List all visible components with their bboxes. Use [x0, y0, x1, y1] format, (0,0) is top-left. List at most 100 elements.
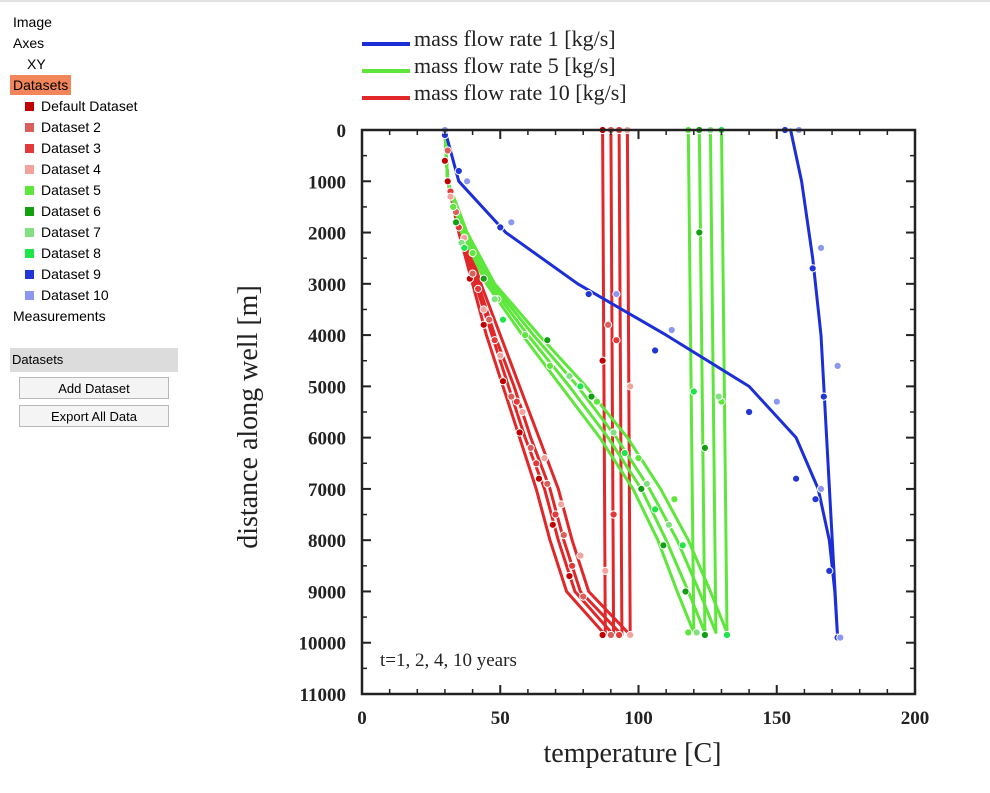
digitized-point-marker[interactable] — [468, 269, 477, 278]
digitized-point-marker[interactable] — [598, 630, 607, 640]
digitized-point-marker[interactable] — [808, 264, 817, 273]
digitized-point-marker[interactable] — [670, 495, 679, 504]
digitized-point-marker[interactable] — [485, 315, 494, 324]
digitized-point-marker[interactable] — [651, 505, 660, 514]
digitized-point-marker[interactable] — [626, 630, 635, 640]
digitized-point-marker[interactable] — [606, 630, 615, 640]
digitized-point-marker[interactable] — [490, 295, 499, 304]
digitized-point-marker[interactable] — [479, 305, 488, 314]
digitized-point-marker[interactable] — [612, 290, 621, 299]
digitized-point-marker[interactable] — [576, 551, 585, 560]
dataset-item[interactable]: Dataset 7 — [25, 222, 101, 242]
tree-item-image[interactable]: Image — [13, 12, 52, 32]
digitized-point-marker[interactable] — [451, 218, 461, 227]
digitized-point-marker[interactable] — [440, 156, 449, 165]
digitized-point-marker[interactable] — [479, 320, 488, 329]
digitized-point-marker[interactable] — [587, 392, 596, 401]
digitized-point-marker[interactable] — [620, 448, 629, 458]
digitized-point-marker[interactable] — [443, 177, 452, 186]
digitized-point-marker[interactable] — [664, 520, 673, 529]
digitized-point-marker[interactable] — [548, 520, 557, 529]
dataset-item[interactable]: Dataset 3 — [25, 138, 101, 158]
dataset-item[interactable]: Dataset 9 — [25, 264, 101, 284]
digitized-point-marker[interactable] — [816, 484, 826, 493]
digitized-point-marker[interactable] — [460, 243, 469, 252]
digitized-point-marker[interactable] — [507, 218, 516, 227]
digitized-point-marker[interactable] — [521, 331, 530, 340]
digitized-point-marker[interactable] — [601, 566, 610, 576]
digitized-point-marker[interactable] — [692, 628, 701, 637]
digitized-point-marker[interactable] — [526, 443, 535, 452]
digitized-point-marker[interactable] — [543, 336, 552, 345]
digitized-point-marker[interactable] — [474, 284, 483, 293]
digitized-point-marker[interactable] — [695, 228, 704, 237]
tree-item-measurements[interactable]: Measurements — [13, 306, 106, 326]
digitized-point-marker[interactable] — [496, 351, 505, 360]
digitized-point-marker[interactable] — [634, 454, 643, 463]
digitized-point-marker[interactable] — [479, 274, 488, 283]
digitized-point-marker[interactable] — [598, 356, 607, 365]
digitized-point-marker[interactable] — [642, 479, 651, 488]
digitized-point-marker[interactable] — [792, 474, 801, 483]
digitized-point-marker[interactable] — [772, 397, 781, 406]
digitized-point-marker[interactable] — [612, 336, 621, 345]
digitized-point-marker[interactable] — [700, 443, 709, 452]
digitized-point-marker[interactable] — [681, 587, 690, 596]
digitized-point-marker[interactable] — [592, 397, 602, 406]
digitized-point-marker[interactable] — [498, 377, 508, 386]
digitized-point-marker[interactable] — [836, 633, 845, 642]
digitized-point-marker[interactable] — [689, 387, 698, 396]
digitized-point-marker[interactable] — [512, 397, 521, 406]
dataset-item[interactable]: Dataset 2 — [25, 117, 101, 137]
digitized-point-marker[interactable] — [446, 192, 455, 201]
digitized-point-marker[interactable] — [532, 459, 541, 468]
digitized-point-marker[interactable] — [833, 361, 842, 370]
digitized-point-marker[interactable] — [565, 572, 574, 581]
digitized-point-marker[interactable] — [551, 510, 560, 519]
digitized-point-marker[interactable] — [584, 290, 593, 299]
tree-item-xy-axes[interactable]: XY — [27, 54, 46, 74]
digitized-point-marker[interactable] — [498, 315, 508, 324]
digitized-point-marker[interactable] — [615, 630, 624, 640]
digitized-point-marker[interactable] — [565, 372, 574, 381]
tree-item-datasets[interactable]: Datasets — [10, 75, 72, 95]
digitized-point-marker[interactable] — [545, 361, 555, 370]
digitized-point-marker[interactable] — [576, 382, 585, 391]
digitized-point-marker[interactable] — [468, 249, 477, 258]
digitized-point-marker[interactable] — [714, 392, 723, 401]
digitized-point-marker[interactable] — [626, 382, 635, 391]
digitized-point-marker[interactable] — [543, 479, 552, 488]
digitized-point-marker[interactable] — [609, 428, 618, 437]
dataset-item[interactable]: Dataset 8 — [25, 243, 101, 263]
digitized-point-marker[interactable] — [678, 541, 687, 550]
digitized-point-marker[interactable] — [449, 202, 458, 211]
digitized-point-marker[interactable] — [659, 541, 668, 550]
dataset-item[interactable]: Default Dataset — [25, 96, 138, 116]
digitized-point-marker[interactable] — [568, 561, 577, 570]
digitized-point-marker[interactable] — [651, 346, 660, 355]
digitized-point-marker[interactable] — [507, 392, 516, 401]
digitized-point-marker[interactable] — [534, 474, 544, 483]
digitized-point-marker[interactable] — [825, 566, 834, 576]
add-dataset-button[interactable]: Add Dataset — [19, 377, 169, 399]
digitized-point-marker[interactable] — [559, 531, 568, 540]
digitized-point-marker[interactable] — [811, 495, 820, 504]
digitized-point-marker[interactable] — [540, 454, 549, 463]
digitized-point-marker[interactable] — [609, 510, 618, 519]
digitized-point-marker[interactable] — [816, 243, 826, 252]
digitized-point-marker[interactable] — [557, 500, 566, 509]
digitized-point-marker[interactable] — [819, 392, 828, 401]
dataset-item[interactable]: Dataset 5 — [25, 180, 101, 200]
chart-image[interactable]: mass flow rate 1 [kg/s]mass flow rate 5 … — [200, 10, 990, 785]
digitized-point-marker[interactable] — [604, 320, 613, 329]
digitized-point-marker[interactable] — [454, 166, 463, 176]
digitized-point-marker[interactable] — [745, 407, 754, 417]
tree-item-axes[interactable]: Axes — [13, 33, 44, 53]
digitized-point-marker[interactable] — [667, 325, 676, 335]
digitized-point-marker[interactable] — [463, 177, 472, 186]
digitized-point-marker[interactable] — [443, 146, 452, 155]
digitized-point-marker[interactable] — [515, 428, 524, 437]
dataset-item[interactable]: Dataset 10 — [25, 285, 109, 305]
digitized-point-marker[interactable] — [722, 630, 732, 640]
digitized-point-marker[interactable] — [518, 407, 527, 417]
